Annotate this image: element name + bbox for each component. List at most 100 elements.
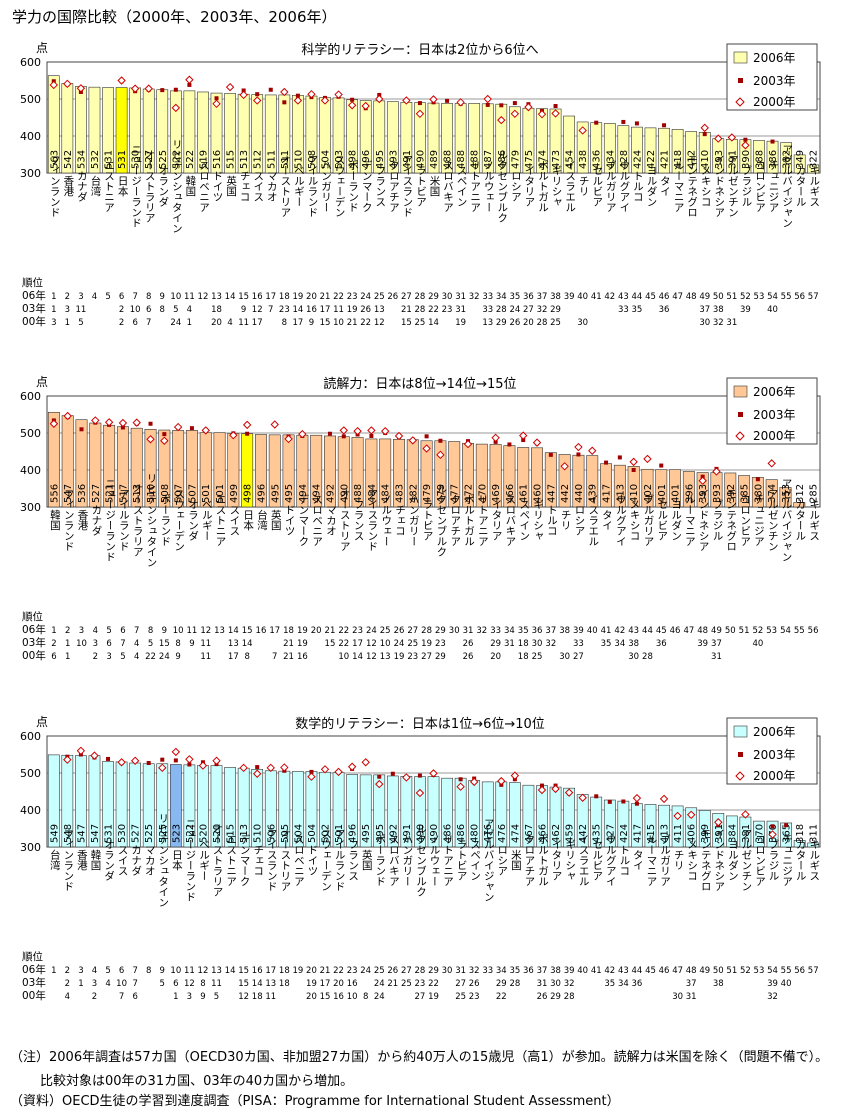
marker-2003 bbox=[617, 455, 622, 460]
bar bbox=[536, 108, 548, 174]
bar bbox=[658, 804, 670, 848]
bar bbox=[441, 777, 453, 848]
rank-value: 18 bbox=[252, 992, 263, 1002]
marker-2000 bbox=[198, 761, 208, 770]
rank-value: 3 bbox=[78, 292, 83, 302]
rank-value: 37 bbox=[537, 292, 548, 302]
bar-value-label: 520 bbox=[198, 824, 209, 843]
rank-value: 42 bbox=[614, 626, 625, 636]
marker-2000 bbox=[560, 462, 569, 471]
rank-value: 7 bbox=[120, 639, 125, 649]
bar-value-label: 542 bbox=[63, 150, 74, 169]
bar bbox=[631, 126, 643, 174]
marker-2003 bbox=[512, 101, 517, 106]
marker-2003 bbox=[245, 431, 250, 436]
rank-value: 35 bbox=[632, 305, 643, 315]
marker-2000 bbox=[510, 771, 520, 780]
rank-value: 3 bbox=[78, 966, 83, 976]
rank-value: 6 bbox=[132, 992, 137, 1002]
rank-value: 31 bbox=[711, 652, 722, 662]
rank-value: 31 bbox=[455, 292, 466, 302]
rank-value: 22 bbox=[145, 652, 156, 662]
category-label: フィンランド bbox=[62, 829, 74, 892]
rank-value: 38 bbox=[713, 305, 724, 315]
chart-math: 点数学的リテラシー：日本は1位→6位→10位300400500600549 548… bbox=[20, 715, 821, 1002]
rank-value: 10 bbox=[170, 966, 181, 976]
bar bbox=[47, 75, 60, 174]
rank-value: 4 bbox=[93, 626, 98, 636]
bar-value-label: 385 bbox=[740, 484, 751, 503]
bar-value-label: 496 bbox=[256, 484, 267, 503]
rank-value: 30 bbox=[550, 979, 561, 989]
rank-value: 49 bbox=[711, 626, 722, 636]
rank-value: 6 bbox=[106, 639, 111, 649]
bar-value-label: 483 bbox=[394, 484, 405, 503]
rank-value: 43 bbox=[618, 292, 629, 302]
rank-value: 16 bbox=[252, 292, 263, 302]
bar-value-label: 547 bbox=[90, 824, 101, 843]
rank-value: 16 bbox=[297, 652, 308, 662]
rank-value: 25 bbox=[374, 292, 385, 302]
category-label: 韓国 bbox=[49, 510, 61, 532]
marker-2000 bbox=[456, 98, 465, 107]
category-label: スウェーデン bbox=[173, 489, 185, 552]
bar bbox=[685, 131, 698, 174]
bar bbox=[669, 469, 682, 508]
rank-value: 9 bbox=[200, 992, 205, 1002]
rank-value: 37 bbox=[699, 305, 710, 315]
rank-value: 15 bbox=[238, 966, 249, 976]
rank-value: 26 bbox=[537, 992, 548, 1002]
bar-value-label: 506 bbox=[266, 824, 277, 843]
footnote-participants: （注）2006年調査は57カ国（OECD30カ国、非加盟27カ国）から約40万人… bbox=[10, 1050, 829, 1065]
marker-2003 bbox=[499, 103, 504, 108]
rank-value: 51 bbox=[726, 966, 737, 976]
marker-2003 bbox=[369, 433, 374, 438]
marker-2000 bbox=[402, 773, 411, 782]
chart-title: 読解力：日本は8位→14位→15位 bbox=[323, 376, 516, 392]
bar-value-label: 503 bbox=[334, 150, 345, 169]
category-label: セルビア bbox=[591, 165, 603, 207]
category-label: ドイツ bbox=[212, 170, 224, 202]
bar-value-label: 460 bbox=[533, 484, 544, 503]
marker-2000 bbox=[578, 793, 587, 802]
bar bbox=[185, 430, 198, 508]
category-label: セルビア bbox=[591, 839, 603, 881]
rank-value: 53 bbox=[766, 626, 777, 636]
marker-2003 bbox=[659, 463, 664, 468]
bar bbox=[197, 91, 209, 174]
category-label: ブラジル bbox=[711, 498, 723, 541]
rank-value: 19 bbox=[306, 979, 317, 989]
rank-value: 28 bbox=[537, 318, 548, 328]
bar-value-label: 507 bbox=[187, 484, 198, 503]
rank-value: 22 bbox=[428, 979, 439, 989]
category-label: ロシア bbox=[496, 844, 508, 876]
rank-value: 27 bbox=[401, 966, 412, 976]
marker-2000 bbox=[673, 811, 682, 821]
marker-2003 bbox=[214, 96, 219, 101]
bar-value-label: 393 bbox=[712, 484, 723, 503]
bar-value-label: 516 bbox=[212, 150, 223, 169]
rank-value: 14 bbox=[428, 318, 439, 328]
rank-value: 38 bbox=[550, 966, 561, 976]
rank-value: 17 bbox=[252, 318, 263, 328]
bar-value-label: 322 bbox=[809, 150, 820, 169]
rank-value: 19 bbox=[428, 992, 439, 1002]
rank-value: 22 bbox=[333, 966, 344, 976]
marker-2003 bbox=[120, 425, 125, 430]
bar-value-label: 499 bbox=[229, 484, 240, 503]
legend-swatch-2000 bbox=[735, 771, 745, 781]
bar-value-label: 534 bbox=[76, 150, 87, 169]
category-label: 英国 bbox=[270, 509, 282, 532]
legend-label-2003: 2003年 bbox=[753, 748, 796, 762]
rank-value: 11 bbox=[75, 305, 86, 315]
category-label: スイス bbox=[228, 504, 240, 536]
bar-value-label: 488 bbox=[443, 150, 454, 169]
rank-value: 25 bbox=[550, 318, 561, 328]
rank-value: 5 bbox=[148, 639, 153, 649]
bar bbox=[724, 472, 737, 508]
rank-value: 26 bbox=[360, 305, 371, 315]
rank-value: 29 bbox=[496, 318, 507, 328]
rank-value: 18 bbox=[279, 979, 290, 989]
rank-value: 28 bbox=[509, 979, 520, 989]
marker-2000 bbox=[298, 429, 307, 439]
